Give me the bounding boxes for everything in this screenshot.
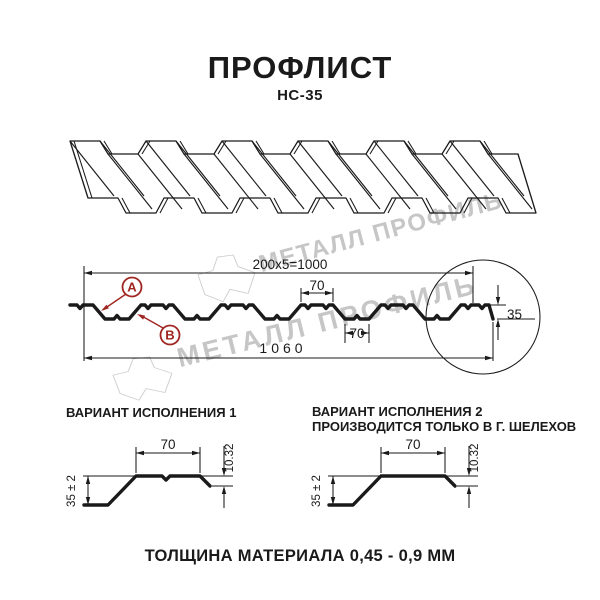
profile-code: НС-35 bbox=[277, 87, 323, 104]
dim-coverage-label: 200x5=1000 bbox=[253, 257, 328, 272]
point-b-label: B bbox=[165, 328, 174, 343]
dim-total-width-label: 1060 bbox=[259, 340, 306, 356]
point-b-circle bbox=[159, 324, 181, 346]
point-a-circle bbox=[121, 276, 143, 298]
v2-dim-lip-label: 10.32 bbox=[469, 444, 481, 473]
variant2-heading-line2: ПРОИЗВОДИТСЯ ТОЛЬКО В Г. ШЕЛЕХОВ bbox=[312, 419, 577, 434]
dim-height-label: 35 bbox=[507, 307, 522, 322]
v1-dim-lip-label: 10.32 bbox=[224, 444, 236, 473]
sheet-3d-view bbox=[69, 140, 537, 214]
variant1-heading: ВАРИАНТ ИСПОЛНЕНИЯ 1 bbox=[66, 405, 237, 420]
v2-dim-height-label: 35 ± 2 bbox=[311, 475, 323, 507]
variant2-drawing bbox=[327, 446, 478, 508]
dimension-labels: 200x5=1000 1060 70 70 35 70 35 ± 2 10.32… bbox=[66, 257, 522, 507]
variant2-heading: ВАРИАНТ ИСПОЛНЕНИЯ 2 ПРОИЗВОДИТСЯ ТОЛЬКО… bbox=[312, 404, 576, 434]
v1-dim-width-label: 70 bbox=[160, 437, 175, 452]
v2-dim-width-label: 70 bbox=[405, 437, 420, 452]
dim-crest-label: 70 bbox=[309, 278, 324, 293]
cross-section-profile bbox=[68, 303, 495, 321]
page-title: ПРОФЛИСТ bbox=[207, 50, 393, 85]
detail-zoom-circle bbox=[425, 259, 541, 375]
v1-dim-height-label: 35 ± 2 bbox=[66, 475, 78, 507]
watermark-logos bbox=[112, 254, 256, 401]
dim-trough-label: 70 bbox=[349, 326, 364, 341]
variant2-heading-line1: ВАРИАНТ ИСПОЛНЕНИЯ 2 bbox=[312, 404, 483, 419]
point-a-label: A bbox=[127, 280, 137, 295]
point-markers: A B bbox=[121, 276, 181, 346]
variant1-drawing bbox=[82, 446, 233, 508]
material-thickness-note: ТОЛЩИНА МАТЕРИАЛА 0,45 - 0,9 ММ bbox=[144, 547, 456, 565]
logo-mark-icon bbox=[197, 254, 256, 303]
dimension-lines bbox=[83, 266, 535, 361]
logo-mark-icon bbox=[112, 356, 173, 401]
